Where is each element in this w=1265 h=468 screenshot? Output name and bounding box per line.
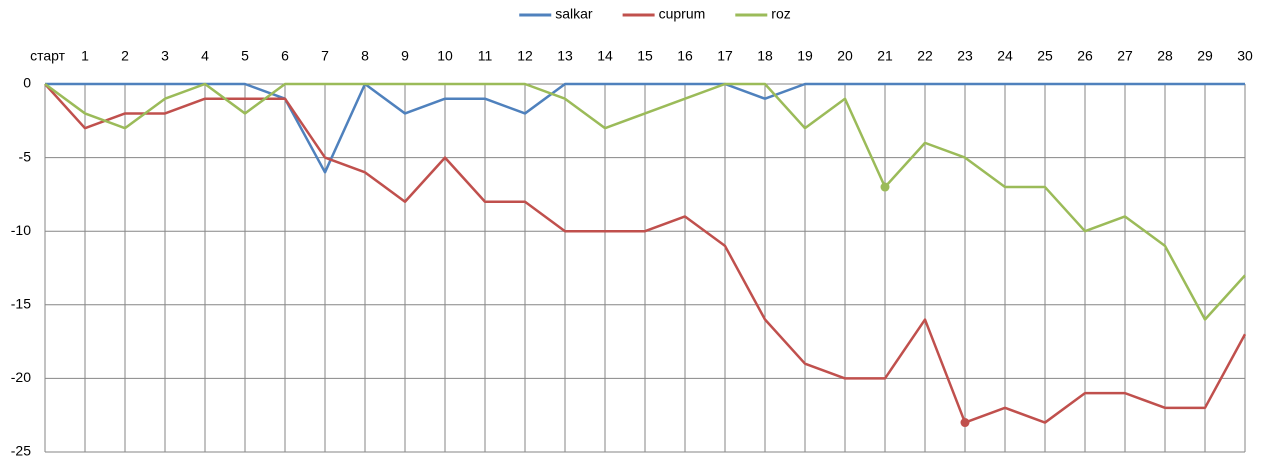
x-tick-label: 11 bbox=[478, 48, 493, 64]
x-tick-label: 2 bbox=[121, 48, 129, 64]
y-tick-label: -25 bbox=[11, 443, 31, 459]
legend-label: salkar bbox=[555, 6, 593, 22]
series-line bbox=[45, 82, 1245, 174]
x-tick-label: 6 bbox=[281, 48, 289, 64]
y-tick-label: 0 bbox=[23, 75, 31, 91]
x-tick-label: 7 bbox=[321, 48, 329, 64]
x-tick-label: 18 bbox=[757, 48, 773, 64]
x-tick-label: 3 bbox=[161, 48, 169, 64]
x-tick-label: 30 bbox=[1237, 48, 1253, 64]
x-tick-label: 22 bbox=[917, 48, 933, 64]
x-tick-label: 26 bbox=[1077, 48, 1093, 64]
y-tick-label: -20 bbox=[11, 369, 31, 385]
y-tick-label: -10 bbox=[11, 222, 31, 238]
x-tick-label: 21 bbox=[877, 48, 893, 64]
y-tick-label: -15 bbox=[11, 296, 31, 312]
x-tick-label: 29 bbox=[1197, 48, 1213, 64]
x-tick-label: 25 bbox=[1037, 48, 1053, 64]
x-tick-label: 14 bbox=[597, 48, 613, 64]
x-tick-label: 5 bbox=[241, 48, 249, 64]
legend-label: cuprum bbox=[659, 6, 706, 22]
x-tick-label: 20 bbox=[837, 48, 853, 64]
x-tick-label: 28 bbox=[1157, 48, 1173, 64]
x-tick-label: 10 bbox=[437, 48, 453, 64]
x-tick-label: 4 bbox=[201, 48, 209, 64]
series-line bbox=[44, 83, 1247, 424]
x-tick-label: 1 bbox=[81, 48, 89, 64]
x-tick-label: 9 bbox=[401, 48, 409, 64]
x-tick-label: 15 bbox=[637, 48, 653, 64]
x-tick-label: 17 bbox=[717, 48, 733, 64]
x-tick-label: старт bbox=[30, 48, 66, 64]
x-tick-label: 12 bbox=[517, 48, 533, 64]
point-marker bbox=[880, 182, 890, 192]
point-marker bbox=[960, 418, 970, 428]
x-tick-label: 16 bbox=[677, 48, 693, 64]
x-tick-label: 24 bbox=[997, 48, 1013, 64]
series-line bbox=[44, 82, 1246, 321]
x-tick-label: 8 bbox=[361, 48, 369, 64]
y-tick-label: -5 bbox=[19, 148, 32, 164]
x-tick-label: 27 bbox=[1117, 48, 1133, 64]
x-tick-label: 19 bbox=[797, 48, 813, 64]
legend-label: roz bbox=[771, 6, 790, 22]
x-tick-label: 23 bbox=[957, 48, 973, 64]
x-tick-label: 13 bbox=[557, 48, 573, 64]
